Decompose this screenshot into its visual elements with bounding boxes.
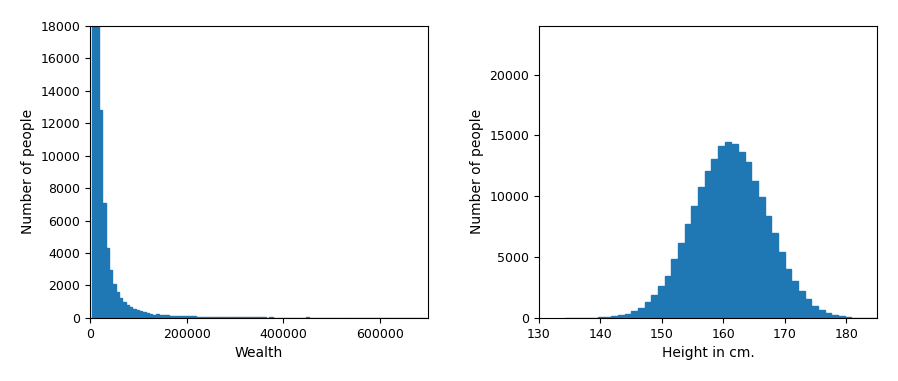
Bar	[824, 313, 832, 318]
Bar	[618, 315, 625, 318]
Bar	[805, 299, 811, 318]
Bar	[102, 203, 106, 318]
Bar	[765, 216, 771, 318]
Bar	[92, 0, 96, 318]
Bar	[229, 317, 233, 318]
Bar	[239, 317, 242, 318]
Bar	[306, 317, 309, 318]
Bar	[136, 310, 139, 318]
Bar	[119, 298, 122, 318]
Bar	[129, 307, 132, 318]
Bar	[698, 187, 705, 318]
Bar	[778, 252, 785, 318]
Bar	[731, 144, 738, 318]
Bar	[139, 311, 143, 318]
Bar	[132, 309, 136, 318]
Bar	[718, 146, 725, 318]
Bar	[233, 317, 236, 318]
Bar	[186, 316, 189, 318]
Bar	[172, 316, 176, 318]
Bar	[832, 315, 838, 318]
Bar	[182, 316, 186, 318]
Bar	[711, 158, 718, 318]
Bar	[199, 317, 203, 318]
Bar	[256, 317, 260, 318]
Bar	[145, 312, 149, 318]
Bar	[625, 314, 631, 318]
Bar	[163, 315, 166, 318]
Bar	[180, 316, 182, 318]
Bar	[631, 311, 638, 318]
Bar	[219, 317, 223, 318]
Bar	[223, 317, 226, 318]
Bar	[612, 316, 618, 318]
Bar	[116, 292, 119, 318]
Bar	[260, 317, 262, 318]
Bar	[149, 314, 153, 318]
Bar	[638, 308, 645, 318]
Bar	[798, 291, 805, 318]
Bar	[705, 171, 711, 318]
Bar	[143, 312, 145, 318]
Bar	[845, 317, 851, 318]
Bar	[758, 197, 765, 318]
Bar	[96, 0, 99, 318]
Bar	[213, 317, 216, 318]
Bar	[155, 314, 159, 318]
Bar	[166, 315, 169, 318]
Bar	[645, 302, 651, 318]
Bar	[752, 181, 758, 318]
Bar	[206, 317, 209, 318]
Bar	[203, 317, 206, 318]
Bar	[176, 316, 180, 318]
Bar	[159, 315, 163, 318]
Bar	[269, 317, 273, 318]
Bar	[99, 110, 102, 318]
Bar	[738, 152, 744, 318]
Bar	[725, 142, 731, 318]
Bar	[109, 270, 112, 318]
Bar	[691, 207, 698, 318]
Bar	[672, 259, 678, 318]
Bar	[250, 317, 252, 318]
Bar	[112, 284, 116, 318]
Bar	[665, 276, 672, 318]
Bar	[744, 162, 752, 318]
Bar	[678, 243, 685, 318]
Bar	[658, 286, 665, 318]
Bar	[192, 316, 196, 318]
Bar	[153, 315, 155, 318]
Y-axis label: Number of people: Number of people	[21, 109, 35, 234]
Bar	[106, 248, 109, 318]
Bar	[785, 269, 791, 318]
Bar	[189, 316, 192, 318]
X-axis label: Height in cm.: Height in cm.	[662, 346, 754, 360]
Bar	[246, 317, 250, 318]
Bar	[209, 317, 213, 318]
Bar	[196, 317, 199, 318]
Bar	[838, 316, 845, 318]
Bar	[262, 317, 266, 318]
Bar	[685, 224, 691, 318]
Y-axis label: Number of people: Number of people	[470, 109, 484, 234]
Bar	[126, 305, 129, 318]
Bar	[236, 317, 239, 318]
Bar	[169, 315, 172, 318]
Bar	[818, 310, 824, 318]
Bar	[122, 303, 126, 318]
Bar	[252, 317, 256, 318]
Bar	[771, 233, 778, 318]
X-axis label: Wealth: Wealth	[235, 346, 283, 360]
Bar	[216, 317, 219, 318]
Bar	[226, 317, 229, 318]
Bar	[598, 317, 605, 318]
Bar	[651, 295, 658, 318]
Bar	[605, 317, 612, 318]
Bar	[791, 281, 798, 318]
Bar	[811, 306, 818, 318]
Bar	[242, 317, 246, 318]
